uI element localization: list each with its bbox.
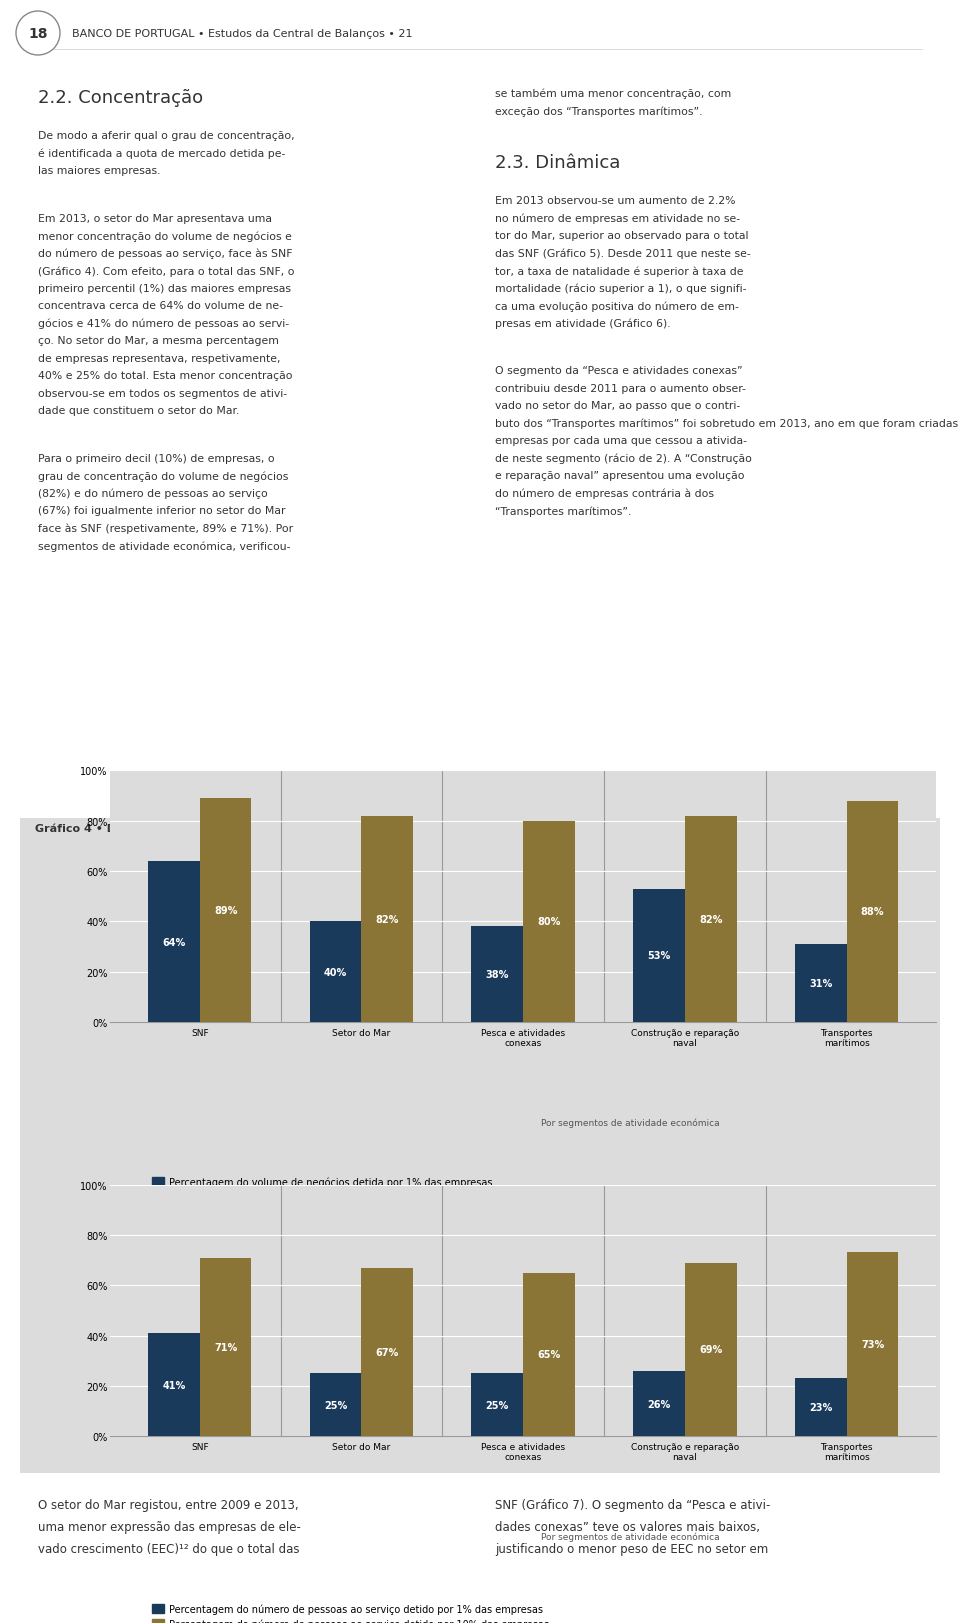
Text: Gráfico 4 • Distribuição do volume de negócios e número de pessoas ao serviço (2: Gráfico 4 • Distribuição do volume de ne… xyxy=(35,823,579,834)
Text: do número de pessoas ao serviço, face às SNF: do número de pessoas ao serviço, face às… xyxy=(38,248,293,258)
Text: tor do Mar, superior ao observado para o total: tor do Mar, superior ao observado para o… xyxy=(495,230,749,240)
Text: O setor do Mar registou, entre 2009 e 2013,: O setor do Mar registou, entre 2009 e 20… xyxy=(38,1498,299,1511)
Text: Por segmentos de atividade económica: Por segmentos de atividade económica xyxy=(541,1118,720,1128)
Bar xyxy=(471,1373,523,1436)
Bar xyxy=(847,802,899,1022)
Bar xyxy=(362,1268,413,1436)
Text: De modo a aferir qual o grau de concentração,: De modo a aferir qual o grau de concentr… xyxy=(38,131,295,141)
Text: (67%) foi igualmente inferior no setor do Mar: (67%) foi igualmente inferior no setor d… xyxy=(38,506,285,516)
Bar xyxy=(310,1373,362,1436)
Bar xyxy=(684,1263,736,1436)
Legend: Percentagem do volume de negócios detida por 1% das empresas, Percentagem do vol: Percentagem do volume de negócios detida… xyxy=(148,1173,502,1206)
Bar xyxy=(148,1332,200,1436)
Legend: Percentagem do número de pessoas ao serviço detido por 1% das empresas, Percenta: Percentagem do número de pessoas ao serv… xyxy=(148,1599,553,1623)
Text: vado no setor do Mar, ao passo que o contri-: vado no setor do Mar, ao passo que o con… xyxy=(495,401,740,411)
Text: mortalidade (rácio superior a 1), o que signifi-: mortalidade (rácio superior a 1), o que … xyxy=(495,284,747,294)
Text: SNF (Gráfico 7). O segmento da “Pesca e ativi-: SNF (Gráfico 7). O segmento da “Pesca e … xyxy=(495,1498,770,1511)
Bar xyxy=(523,821,575,1022)
Bar xyxy=(634,889,684,1022)
Text: presas em atividade (Gráfico 6).: presas em atividade (Gráfico 6). xyxy=(495,318,671,329)
Text: contribuiu desde 2011 para o aumento obser-: contribuiu desde 2011 para o aumento obs… xyxy=(495,383,746,393)
Text: Em 2013 observou-se um aumento de 2.2%: Em 2013 observou-se um aumento de 2.2% xyxy=(495,196,735,206)
Text: segmentos de atividade económica, verificou-: segmentos de atividade económica, verifi… xyxy=(38,540,291,552)
Text: vado crescimento (EEC)¹² do que o total das: vado crescimento (EEC)¹² do que o total … xyxy=(38,1542,300,1555)
Text: ca uma evolução positiva do número de em-: ca uma evolução positiva do número de em… xyxy=(495,300,739,312)
Bar xyxy=(200,1258,252,1436)
Text: uma menor expressão das empresas de ele-: uma menor expressão das empresas de ele- xyxy=(38,1521,300,1534)
Text: gócios e 41% do número de pessoas ao servi-: gócios e 41% do número de pessoas ao ser… xyxy=(38,318,289,329)
Text: das SNF (Gráfico 5). Desde 2011 que neste se-: das SNF (Gráfico 5). Desde 2011 que nest… xyxy=(495,248,751,258)
Text: 53%: 53% xyxy=(647,951,671,961)
Text: 25%: 25% xyxy=(324,1401,348,1410)
Text: Em 2013, o setor do Mar apresentava uma: Em 2013, o setor do Mar apresentava uma xyxy=(38,213,272,224)
Bar xyxy=(795,1378,847,1436)
Text: do número de empresas contrária à dos: do número de empresas contrária à dos xyxy=(495,489,714,498)
Text: buto dos “Transportes marítimos” foi sobretudo em 2013, ano em que foram criadas: buto dos “Transportes marítimos” foi sob… xyxy=(495,419,960,428)
Text: Por segmentos de atividade económica: Por segmentos de atividade económica xyxy=(541,1532,720,1542)
Text: empresas por cada uma que cessou a ativida-: empresas por cada uma que cessou a ativi… xyxy=(495,435,747,446)
Text: 40% e 25% do total. Esta menor concentração: 40% e 25% do total. Esta menor concentra… xyxy=(38,370,293,381)
Bar xyxy=(200,799,252,1022)
Text: dades conexas” teve os valores mais baixos,: dades conexas” teve os valores mais baix… xyxy=(495,1521,760,1534)
Text: 40%: 40% xyxy=(324,967,348,977)
Text: 88%: 88% xyxy=(861,907,884,917)
Bar xyxy=(795,945,847,1022)
Text: (Gráfico 4). Com efeito, para o total das SNF, o: (Gráfico 4). Com efeito, para o total da… xyxy=(38,266,295,276)
Text: Para o primeiro decil (10%) de empresas, o: Para o primeiro decil (10%) de empresas,… xyxy=(38,453,275,463)
Bar xyxy=(847,1253,899,1436)
Text: de empresas representava, respetivamente,: de empresas representava, respetivamente… xyxy=(38,354,280,364)
Text: ço. No setor do Mar, a mesma percentagem: ço. No setor do Mar, a mesma percentagem xyxy=(38,336,278,346)
Text: justificando o menor peso de EEC no setor em: justificando o menor peso de EEC no seto… xyxy=(495,1542,768,1555)
Text: dade que constituem o setor do Mar.: dade que constituem o setor do Mar. xyxy=(38,406,239,415)
Text: 31%: 31% xyxy=(809,979,832,988)
Text: 26%: 26% xyxy=(647,1399,671,1409)
Text: é identificada a quota de mercado detida pe-: é identificada a quota de mercado detida… xyxy=(38,148,285,159)
Text: 41%: 41% xyxy=(162,1380,185,1389)
Text: 23%: 23% xyxy=(809,1402,832,1412)
Text: de neste segmento (rácio de 2). A “Construção: de neste segmento (rácio de 2). A “Const… xyxy=(495,453,752,464)
Text: BANCO DE PORTUGAL • Estudos da Central de Balanços • 21: BANCO DE PORTUGAL • Estudos da Central d… xyxy=(72,29,413,39)
Text: 2.2. Concentração: 2.2. Concentração xyxy=(38,89,204,107)
Text: observou-se em todos os segmentos de ativi-: observou-se em todos os segmentos de ati… xyxy=(38,388,287,398)
Bar xyxy=(684,816,736,1022)
Text: menor concentração do volume de negócios e: menor concentração do volume de negócios… xyxy=(38,230,292,242)
Text: 18: 18 xyxy=(28,28,48,41)
Text: 82%: 82% xyxy=(375,914,399,925)
Circle shape xyxy=(16,11,60,55)
Bar xyxy=(310,922,362,1022)
Text: no número de empresas em atividade no se-: no número de empresas em atividade no se… xyxy=(495,213,740,224)
Text: 67%: 67% xyxy=(375,1347,399,1357)
Text: 71%: 71% xyxy=(214,1342,237,1352)
Text: las maiores empresas.: las maiores empresas. xyxy=(38,166,160,175)
Bar xyxy=(362,816,413,1022)
Text: 80%: 80% xyxy=(538,917,561,927)
Text: “Transportes marítimos”.: “Transportes marítimos”. xyxy=(495,506,632,516)
FancyBboxPatch shape xyxy=(20,818,940,1474)
Text: e reparação naval” apresentou uma evolução: e reparação naval” apresentou uma evoluç… xyxy=(495,471,745,480)
Text: exceção dos “Transportes marítimos”.: exceção dos “Transportes marítimos”. xyxy=(495,107,703,117)
Text: 82%: 82% xyxy=(699,914,723,925)
Text: 25%: 25% xyxy=(486,1401,509,1410)
Text: primeiro percentil (1%) das maiores empresas: primeiro percentil (1%) das maiores empr… xyxy=(38,284,291,294)
Text: grau de concentração do volume de negócios: grau de concentração do volume de negóci… xyxy=(38,471,288,480)
Text: 69%: 69% xyxy=(699,1344,723,1355)
Text: 2.3. Dinâmica: 2.3. Dinâmica xyxy=(495,154,620,172)
Text: O segmento da “Pesca e atividades conexas”: O segmento da “Pesca e atividades conexa… xyxy=(495,365,743,377)
Text: se também uma menor concentração, com: se também uma menor concentração, com xyxy=(495,89,732,99)
Bar xyxy=(471,927,523,1022)
Text: 89%: 89% xyxy=(214,906,237,915)
Bar xyxy=(523,1272,575,1436)
Text: tor, a taxa de natalidade é superior à taxa de: tor, a taxa de natalidade é superior à t… xyxy=(495,266,743,276)
Text: 38%: 38% xyxy=(486,969,509,980)
Text: face às SNF (respetivamente, 89% e 71%). Por: face às SNF (respetivamente, 89% e 71%).… xyxy=(38,523,293,534)
Bar xyxy=(634,1371,684,1436)
Text: 64%: 64% xyxy=(162,936,185,946)
Bar xyxy=(148,862,200,1022)
Text: concentrava cerca de 64% do volume de ne-: concentrava cerca de 64% do volume de ne… xyxy=(38,300,283,312)
Text: 73%: 73% xyxy=(861,1339,884,1350)
Text: 65%: 65% xyxy=(538,1350,561,1360)
Text: (82%) e do número de pessoas ao serviço: (82%) e do número de pessoas ao serviço xyxy=(38,489,268,498)
